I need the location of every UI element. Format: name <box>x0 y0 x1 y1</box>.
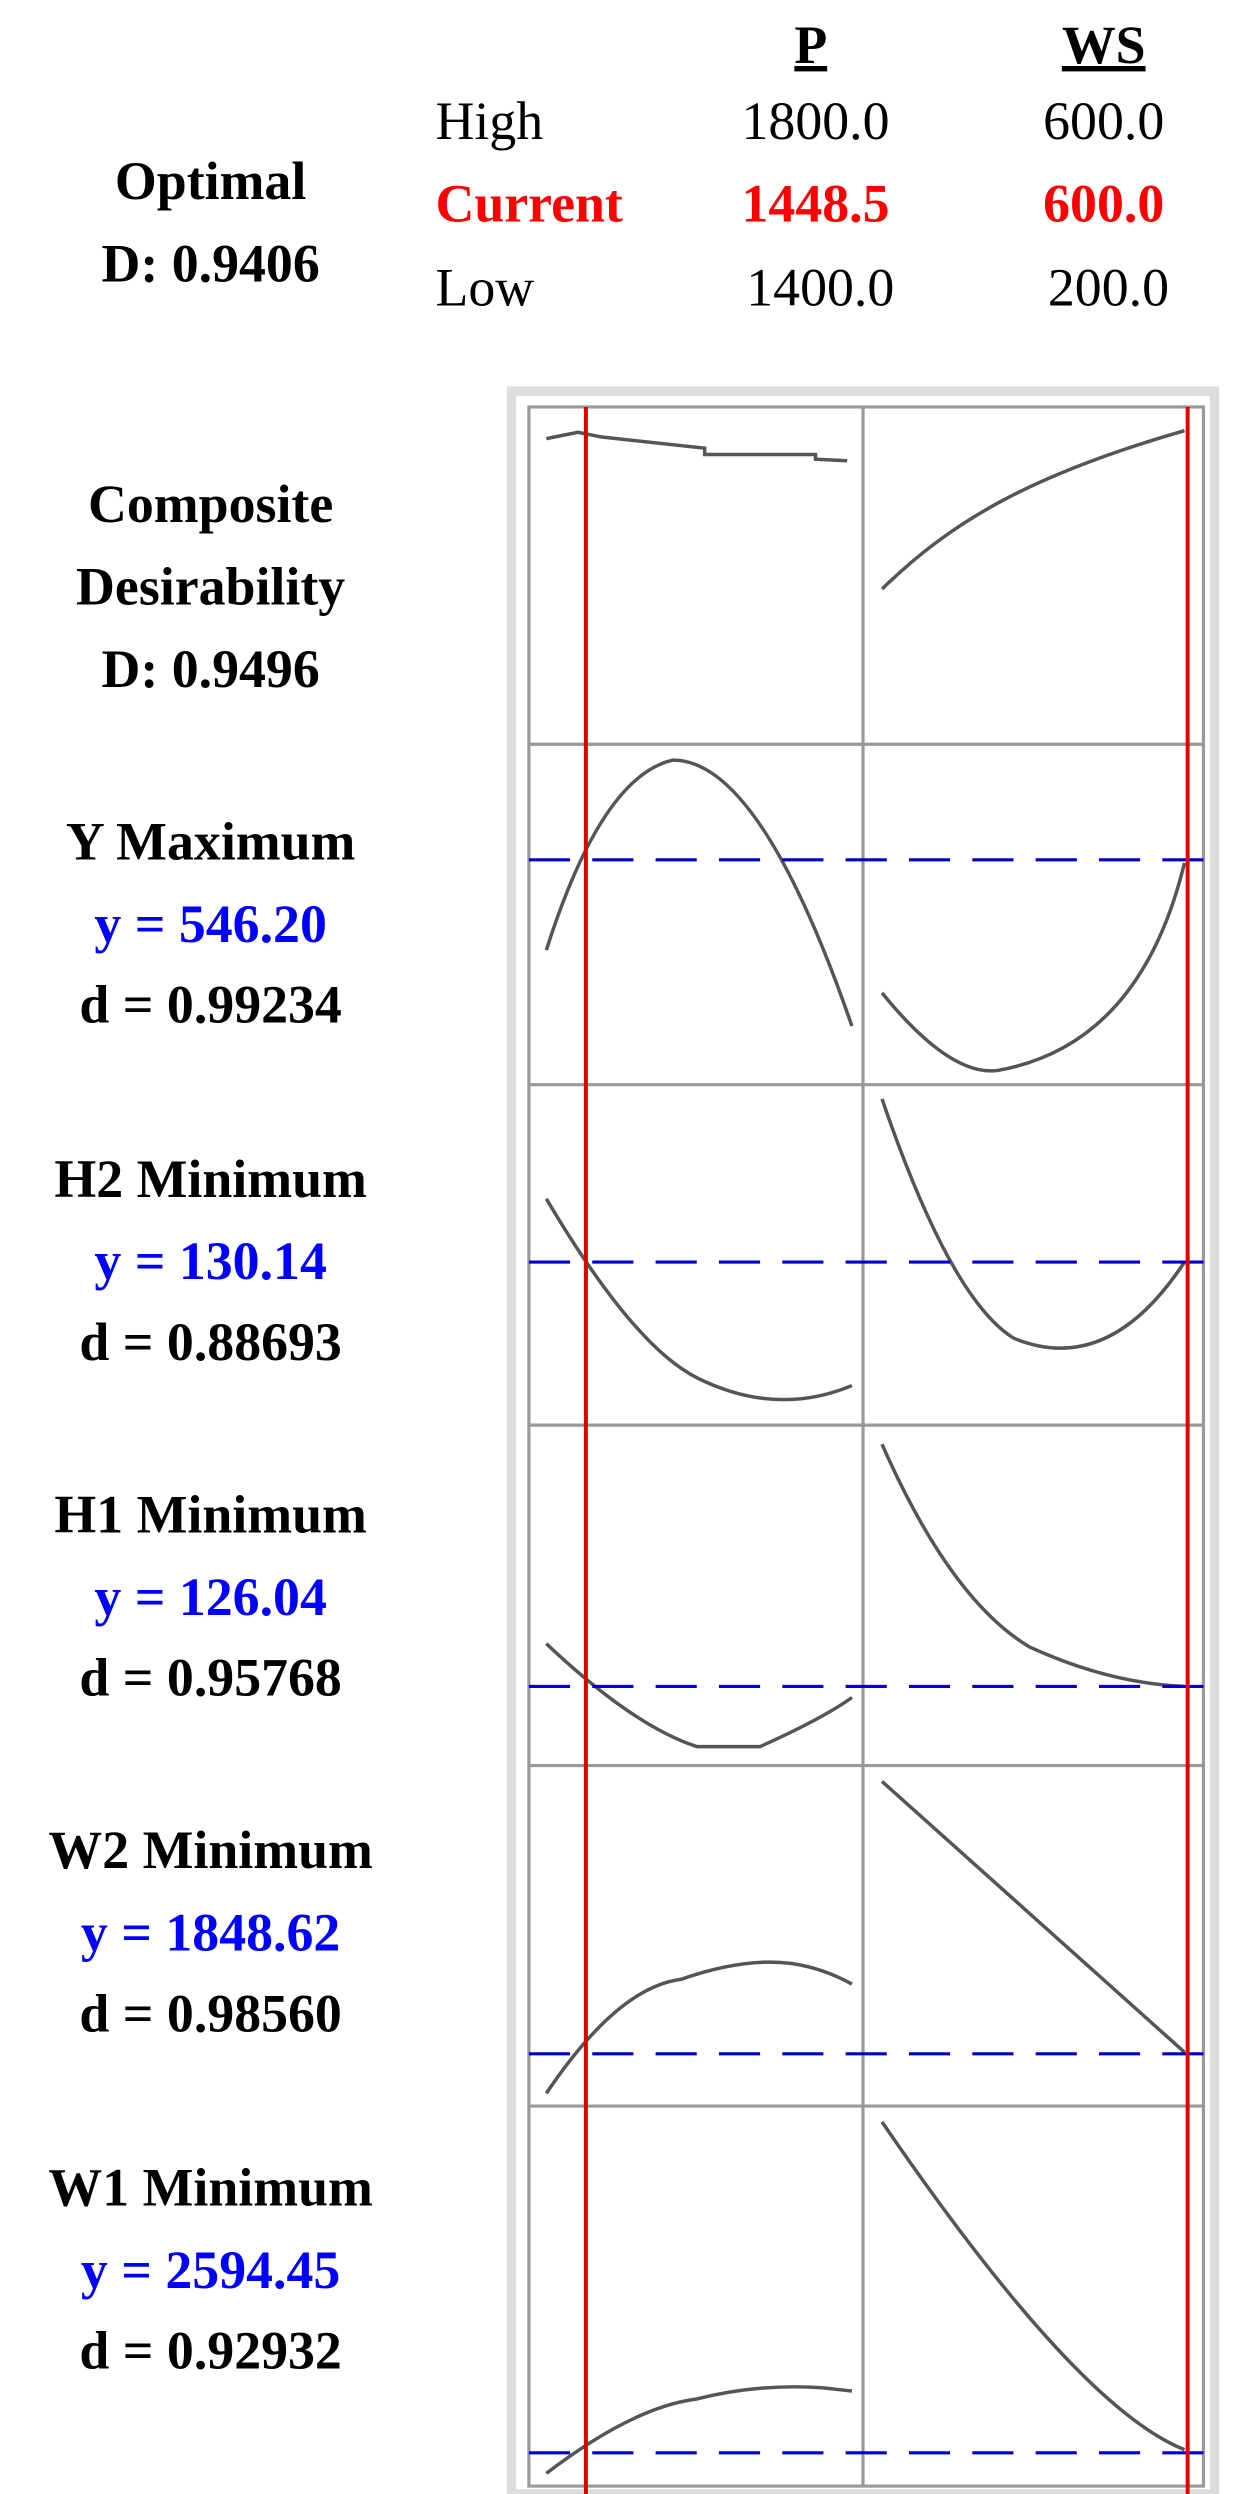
response-d: d = 0.92932 <box>79 2321 341 2381</box>
plot-frame <box>527 405 1206 2488</box>
response-d: d = 0.98560 <box>79 1983 341 2043</box>
response-d: d = 0.95768 <box>79 1648 341 1708</box>
factor-low: 200.0 <box>1048 257 1169 317</box>
optimal-label: Optimal <box>115 151 306 211</box>
factor-low: 1400.0 <box>746 257 894 317</box>
row-label: High <box>435 91 543 151</box>
response-d: d = 0.99234 <box>79 975 341 1035</box>
composite-d: D: 0.9496 <box>101 639 319 699</box>
row-label: Low <box>435 257 534 317</box>
response-name: H1 Minimum <box>54 1485 367 1545</box>
row-label: Current <box>435 173 622 233</box>
response-y: y = 546.20 <box>94 894 327 954</box>
factor-current: 600.0 <box>1043 173 1164 233</box>
response-d: d = 0.88693 <box>79 1312 341 1372</box>
response-name: H2 Minimum <box>54 1149 367 1209</box>
response-y: y = 126.04 <box>94 1567 327 1627</box>
response-y: y = 130.14 <box>94 1231 327 1291</box>
factor-current: 1448.5 <box>742 173 890 233</box>
row-dividers <box>528 742 1204 2108</box>
response-y: y = 2594.45 <box>81 2240 340 2300</box>
response-name: Y Maximum <box>66 812 356 872</box>
response-name: W1 Minimum <box>48 2157 372 2217</box>
composite-label: Desirability <box>76 557 345 617</box>
factor-high: 600.0 <box>1043 91 1164 151</box>
factor-name: P <box>794 15 827 75</box>
factor-name: WS <box>1062 15 1146 75</box>
composite-label: Composite <box>88 474 333 534</box>
response-labels: Y Maximum y = 546.20 d = 0.99234 H2 Minimum… <box>48 812 372 2381</box>
response-y: y = 1848.62 <box>81 1903 340 1963</box>
optimal-d: D: 0.9406 <box>101 234 319 294</box>
factor-high: 1800.0 <box>742 91 890 151</box>
response-name: W2 Minimum <box>48 1820 372 1880</box>
target-lines <box>528 858 1204 2455</box>
